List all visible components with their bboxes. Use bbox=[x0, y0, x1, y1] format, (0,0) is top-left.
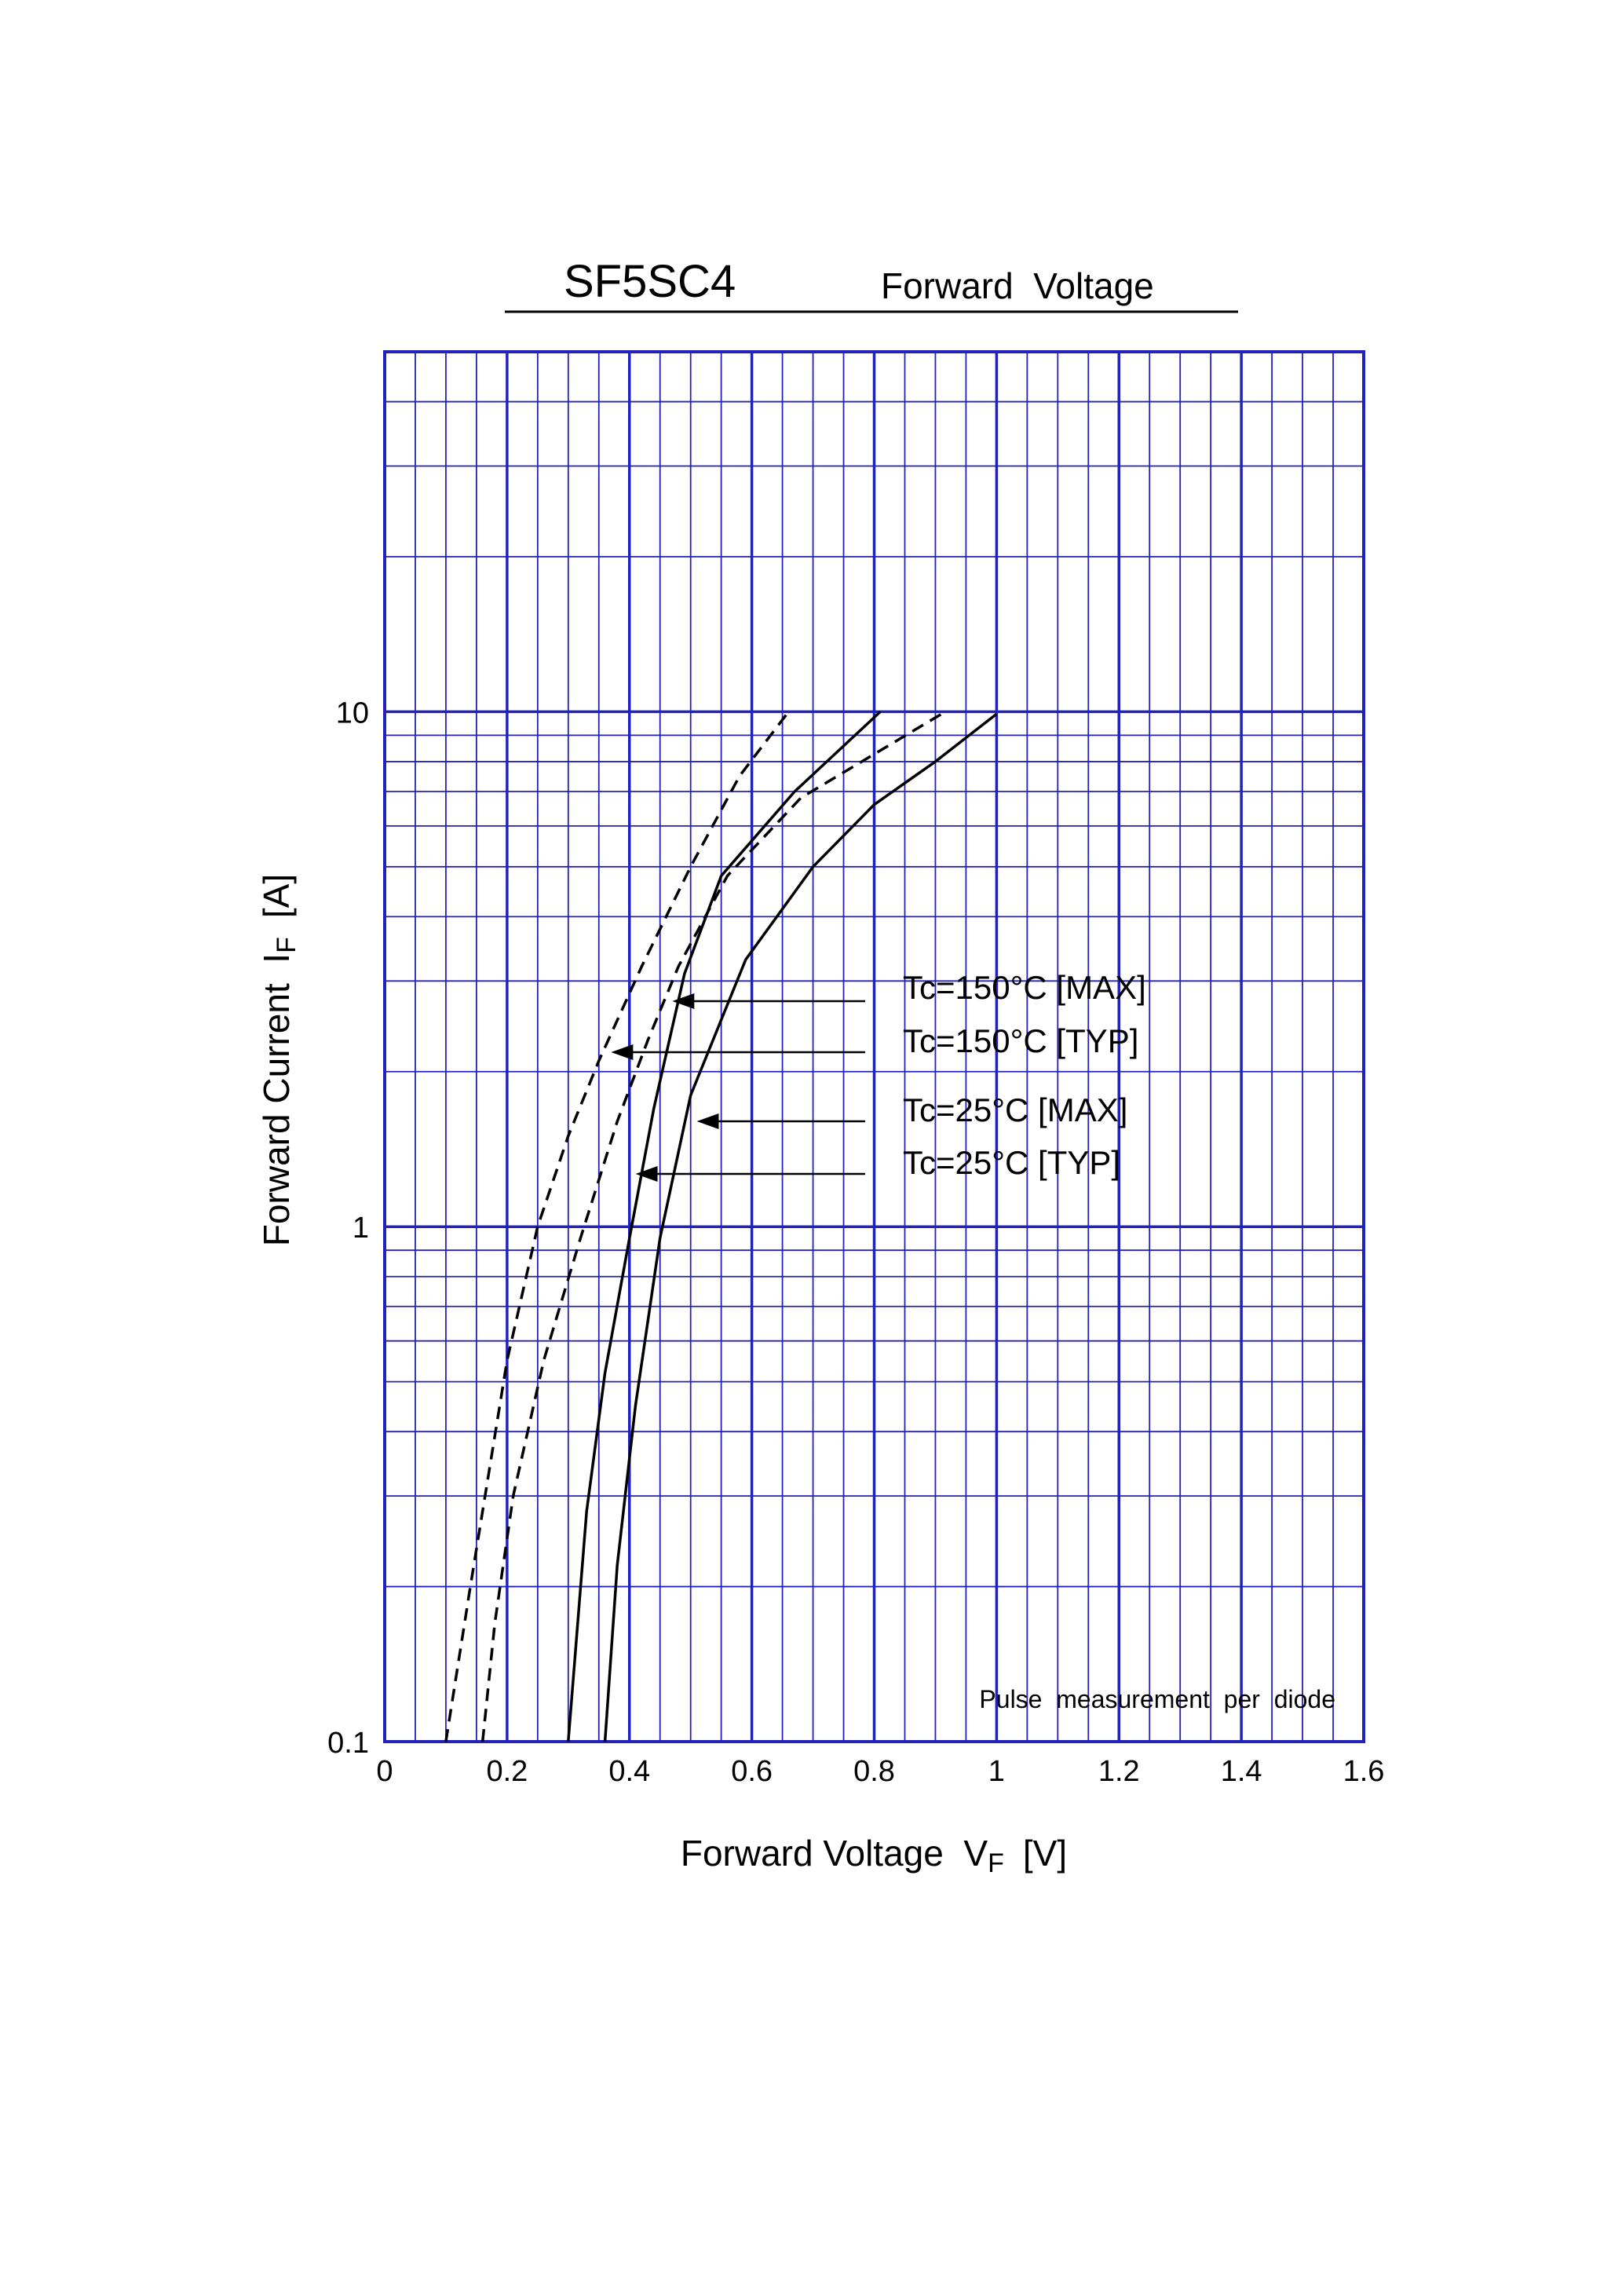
series-curves bbox=[444, 711, 998, 1742]
y-axis-label-subscript: F bbox=[272, 937, 301, 953]
chart-subtitle: Forward Voltage bbox=[881, 265, 1154, 306]
legend-label: Tc=25°C [MAX] bbox=[903, 1091, 1127, 1128]
y-tick-label: 10 bbox=[336, 696, 369, 729]
x-tick-label: 1.6 bbox=[1343, 1755, 1385, 1788]
legend-arrowhead bbox=[611, 1044, 634, 1060]
x-axis-label-unit: [V] bbox=[1023, 1833, 1067, 1874]
x-axis-label-main: Forward Voltage V bbox=[681, 1833, 988, 1874]
pulse-note: Pulse measurement per diode bbox=[979, 1685, 1335, 1713]
legend-label: Tc=150°C [TYP] bbox=[903, 1022, 1138, 1059]
y-axis-ticks: 0.1 1 10 bbox=[327, 696, 369, 1760]
legend-arrowhead bbox=[635, 1166, 658, 1182]
grid-lines bbox=[383, 351, 1365, 1743]
plot-frame bbox=[383, 350, 1365, 1743]
y-tick-label: 1 bbox=[353, 1212, 369, 1245]
y-tick-label: 0.1 bbox=[327, 1727, 369, 1760]
x-tick-label: 0.8 bbox=[853, 1755, 895, 1788]
x-tick-label: 0 bbox=[376, 1755, 393, 1788]
x-tick-label: 1.2 bbox=[1098, 1755, 1140, 1788]
legend-annotations: Tc=150°C [MAX] Tc=150°C [TYP] Tc=25°C [MAX… bbox=[611, 969, 1146, 1182]
x-tick-label: 0.6 bbox=[731, 1755, 773, 1788]
x-axis-ticks: 0 0.2 0.4 0.6 0.8 1 1.2 1.4 1.6 bbox=[376, 1755, 1384, 1788]
chart-title: SF5SC4 bbox=[564, 256, 736, 307]
legend-label: Tc=25°C [TYP] bbox=[903, 1144, 1120, 1181]
x-tick-label: 0.4 bbox=[608, 1755, 650, 1788]
y-axis-label-main: Forward Current I bbox=[256, 953, 297, 1246]
series-curve-2 bbox=[444, 711, 790, 1742]
x-tick-label: 1.4 bbox=[1221, 1755, 1262, 1788]
legend-label: Tc=150°C [MAX] bbox=[903, 969, 1146, 1006]
y-axis-label-unit: [A] bbox=[256, 874, 297, 918]
series-curve-1 bbox=[480, 712, 943, 1742]
y-axis-label: Forward Current IF [A] bbox=[256, 874, 301, 1246]
legend-arrowhead bbox=[696, 1113, 719, 1129]
x-tick-label: 0.2 bbox=[486, 1755, 528, 1788]
x-axis-label: Forward Voltage VF [V] bbox=[681, 1833, 1067, 1878]
x-axis-label-subscript: F bbox=[988, 1848, 1004, 1878]
x-tick-label: 1 bbox=[988, 1755, 1005, 1788]
legend-arrowhead bbox=[672, 993, 695, 1009]
series-curve-3 bbox=[603, 712, 998, 1742]
series-curve-4 bbox=[567, 711, 882, 1742]
